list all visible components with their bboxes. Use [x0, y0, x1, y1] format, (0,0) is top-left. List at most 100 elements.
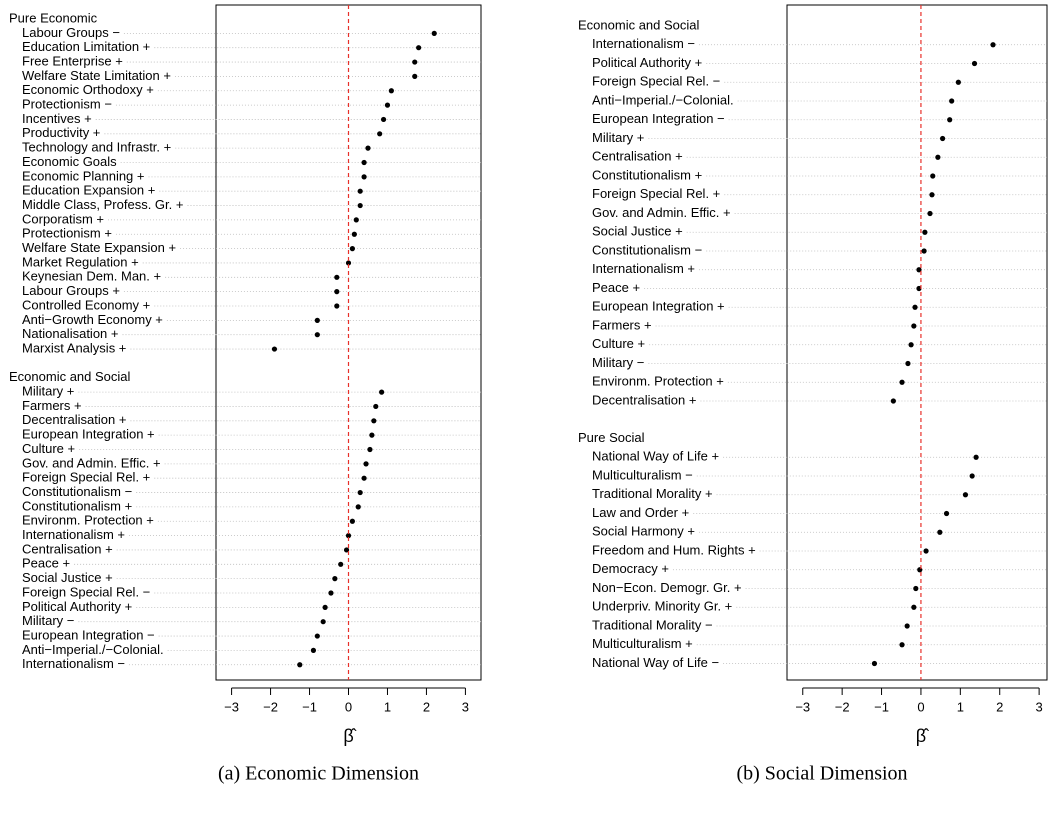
category-label: Free Enterprise +: [22, 53, 123, 68]
dot: [905, 360, 911, 367]
group-label: Economic and Social: [578, 17, 700, 32]
dot: [345, 533, 352, 539]
caption: (b) Social Dimension: [736, 763, 907, 785]
dot: [320, 619, 326, 625]
category-label: Protectionism +: [22, 226, 112, 241]
dot: [973, 454, 979, 460]
category-label: Culture +: [22, 441, 75, 456]
dot: [911, 323, 917, 329]
category-label: Foreign Special Rel. −: [22, 584, 150, 599]
dot: [890, 398, 896, 404]
dot: [431, 30, 437, 36]
x-tick-label: 0: [345, 699, 352, 714]
category-label: Welfare State Limitation +: [22, 68, 171, 83]
category-label: Culture +: [592, 336, 645, 351]
category-label: Anti−Imperial./−Colonial.: [592, 92, 734, 107]
dot: [334, 289, 340, 295]
category-label: Military +: [22, 384, 74, 399]
category-label: Farmers +: [592, 317, 652, 332]
dot: [334, 274, 340, 280]
category-label: Multiculturalism +: [592, 636, 693, 651]
dot: [379, 389, 385, 395]
dot: [955, 79, 961, 85]
dot: [908, 342, 914, 348]
x-axis-label: β̂: [343, 726, 356, 746]
category-label: Military +: [592, 130, 644, 145]
dot: [969, 473, 975, 479]
dot: [361, 475, 367, 481]
x-axis-label: β̂: [916, 726, 929, 746]
dot: [377, 131, 383, 137]
category-label: European Integration −: [592, 111, 725, 126]
dot: [916, 285, 922, 292]
category-label: Political Authority +: [22, 599, 132, 614]
dot: [899, 642, 905, 648]
category-label: Foreign Special Rel. +: [22, 470, 150, 485]
category-label: Decentralisation +: [592, 392, 696, 407]
dot: [384, 102, 391, 108]
category-label: Law and Order +: [592, 505, 689, 520]
dot: [334, 303, 340, 309]
category-label: Welfare State Expansion +: [22, 240, 176, 255]
dot: [940, 135, 946, 142]
dot: [380, 116, 387, 123]
x-tick-label: 2: [996, 699, 1003, 714]
dot: [929, 192, 935, 198]
category-label: Foreign Special Rel. −: [592, 74, 720, 89]
dot: [363, 461, 369, 467]
dot: [367, 446, 373, 453]
dot: [328, 590, 334, 596]
category-label: Military −: [592, 355, 644, 370]
category-label: Traditional Morality +: [592, 486, 713, 501]
dot: [921, 248, 927, 254]
category-label: Environm. Protection +: [22, 513, 154, 528]
dot: [412, 73, 418, 79]
category-label: Internationalism −: [592, 36, 695, 51]
category-label: Non−Econ. Demogr. Gr. +: [592, 580, 742, 595]
category-label: National Way of Life −: [592, 655, 719, 670]
category-label: Keynesian Dem. Man. +: [22, 269, 161, 284]
dot: [916, 267, 922, 273]
category-label: Corporatism +: [22, 211, 104, 226]
category-label: European Integration +: [22, 427, 155, 442]
dot: [935, 154, 941, 160]
dot: [911, 604, 917, 610]
dot: [355, 504, 361, 510]
category-label: Economic Goals: [22, 154, 117, 169]
x-tick-label: −2: [835, 699, 850, 714]
x-tick-label: 3: [1036, 699, 1043, 714]
x-tick-label: −1: [874, 699, 889, 714]
x-tick-label: −3: [795, 699, 810, 714]
x-tick-label: −1: [302, 699, 317, 714]
x-tick-label: 3: [462, 699, 469, 714]
dot: [310, 647, 317, 654]
plot-frame: [786, 4, 1048, 681]
group-label: Pure Economic: [9, 10, 98, 25]
category-label: Middle Class, Profess. Gr. +: [22, 197, 183, 212]
category-label: Constitutionalism −: [22, 484, 132, 499]
dot: [904, 623, 910, 629]
dot: [371, 418, 377, 424]
caption: (a) Economic Dimension: [218, 763, 419, 785]
dot: [913, 585, 919, 592]
category-label: Centralisation +: [22, 541, 113, 556]
dot: [899, 379, 905, 385]
category-label: Protectionism −: [22, 97, 112, 112]
dot: [930, 173, 936, 179]
category-label: Gov. and Admin. Effic. +: [22, 455, 161, 470]
category-label: Centralisation +: [592, 149, 683, 164]
x-tick-label: −2: [263, 699, 278, 714]
dot: [927, 210, 933, 217]
category-label: Social Justice +: [22, 570, 113, 585]
dot: [388, 88, 394, 94]
dot: [314, 317, 320, 323]
dot: [357, 188, 363, 194]
category-label: Freedom and Hum. Rights +: [592, 542, 756, 557]
category-label: Internationalism −: [22, 656, 125, 671]
category-label: National Way of Life +: [592, 449, 719, 464]
category-label: Democracy +: [592, 561, 669, 576]
dot: [412, 59, 418, 65]
dot: [361, 174, 367, 180]
